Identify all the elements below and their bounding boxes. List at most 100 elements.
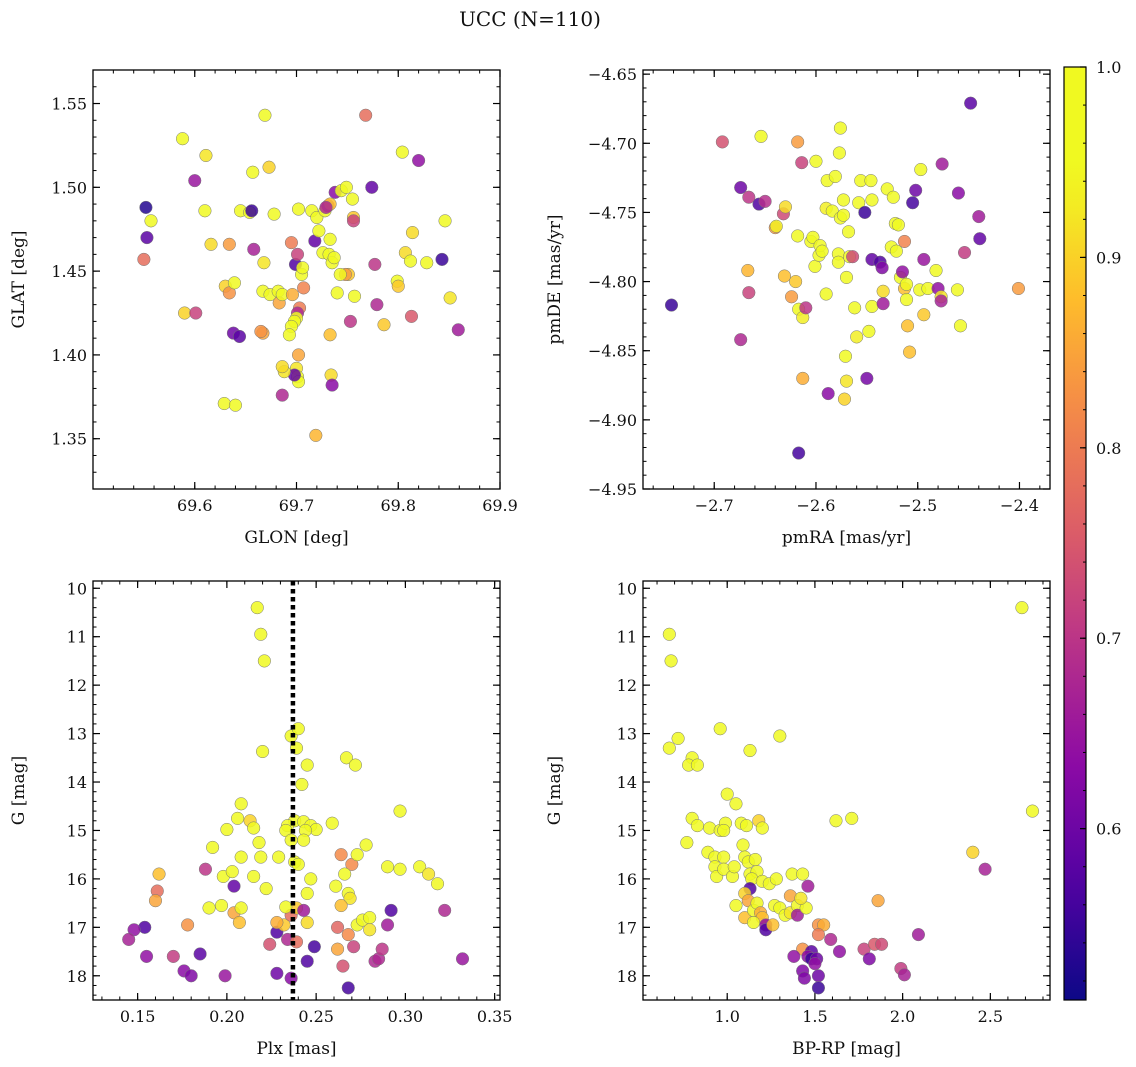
data-point <box>690 758 704 772</box>
axes-frame <box>92 69 501 490</box>
data-point <box>797 971 811 985</box>
y-tick-label: 18 <box>617 967 637 986</box>
data-point <box>850 330 864 344</box>
data-point <box>742 286 756 300</box>
data-point <box>270 966 284 980</box>
data-point <box>789 275 803 289</box>
data-point <box>257 654 271 668</box>
data-point <box>824 932 838 947</box>
y-tick-label: 1.35 <box>51 430 87 449</box>
data-point <box>680 836 694 850</box>
data-point <box>846 250 860 264</box>
colorbar-frame <box>1063 66 1087 1001</box>
data-point <box>296 261 310 275</box>
axes-frame <box>92 580 501 1001</box>
data-point <box>899 277 914 291</box>
x-tick-label: −2.5 <box>898 496 937 515</box>
axes-frame <box>642 69 1051 490</box>
data-point <box>801 879 815 893</box>
data-point <box>202 901 216 915</box>
colorbar: 0.6 0.7 0.8 0.9 1.0 <box>1063 58 1121 1001</box>
data-point <box>839 270 854 284</box>
y-tick-label: 14 <box>67 773 87 792</box>
data-point <box>809 154 823 168</box>
data-point <box>841 225 856 239</box>
data-point <box>748 852 762 867</box>
data-point <box>862 324 876 338</box>
data-point <box>285 288 299 302</box>
data-point <box>290 247 305 261</box>
x-tick-label: −2.4 <box>1000 496 1039 515</box>
data-point <box>769 872 783 886</box>
data-point <box>791 135 805 149</box>
x-tick-label: 1.0 <box>714 1007 739 1026</box>
data-point <box>438 903 452 917</box>
data-point <box>254 627 268 641</box>
data-point <box>193 947 207 961</box>
colorbar-tick-label: 0.7 <box>1096 629 1121 648</box>
data-point <box>395 145 409 159</box>
data-point <box>895 265 910 279</box>
y-tick-label: 11 <box>617 628 637 647</box>
data-point <box>755 821 769 835</box>
data-point <box>729 797 743 811</box>
data-point <box>717 823 731 838</box>
data-point <box>811 969 825 983</box>
data-point <box>435 252 449 266</box>
data-point <box>347 289 362 303</box>
y-tick-label: 16 <box>67 870 87 889</box>
data-point <box>291 202 306 216</box>
data-point <box>811 928 825 942</box>
data-point <box>279 900 293 914</box>
y-tick-label: 13 <box>617 725 637 744</box>
data-point <box>258 108 272 122</box>
scatter-points <box>664 96 1026 460</box>
data-point <box>901 319 915 333</box>
data-point <box>300 954 314 968</box>
data-point <box>333 267 347 282</box>
data-point <box>347 940 361 954</box>
y-tick-label: 16 <box>617 870 637 889</box>
data-point <box>341 928 355 942</box>
x-axis-label: BP-RP [mag] <box>792 1039 901 1059</box>
data-point <box>422 867 436 881</box>
data-point <box>304 872 318 886</box>
data-point <box>234 850 248 864</box>
data-point <box>758 194 772 208</box>
y-tick-label: −4.65 <box>588 65 637 84</box>
y-tick-label: 12 <box>67 676 87 695</box>
data-point <box>742 190 756 204</box>
data-point <box>891 218 905 232</box>
data-point <box>860 371 874 385</box>
data-point <box>743 743 757 758</box>
data-point <box>300 886 314 900</box>
data-point <box>828 169 842 184</box>
data-point <box>438 214 452 228</box>
data-point <box>832 146 846 160</box>
data-point <box>339 180 353 194</box>
data-point <box>412 153 426 168</box>
data-point <box>282 328 296 342</box>
panel-bprp-g: 1.0 1.5 2.0 2.5 10 11 12 13 14 15 16 17 18 BP-RP [mag… <box>545 579 1051 1059</box>
data-point <box>791 229 805 243</box>
y-tick-label: −4.90 <box>588 411 637 430</box>
data-point <box>720 787 734 801</box>
data-point <box>227 276 241 290</box>
y-tick-label: 18 <box>67 967 87 986</box>
data-point <box>232 915 246 930</box>
data-point <box>144 214 158 228</box>
data-point <box>350 848 364 862</box>
data-point <box>876 284 890 298</box>
y-tick-label: −4.80 <box>588 273 637 292</box>
data-point <box>375 942 389 956</box>
y-tick-label: 14 <box>617 773 637 792</box>
data-point <box>443 291 457 305</box>
data-point <box>852 196 866 210</box>
y-axis-label: pmDE [mas/yr] <box>545 214 565 344</box>
data-point <box>380 918 395 932</box>
data-point <box>815 244 829 258</box>
x-tick-label: 0.30 <box>388 1007 424 1026</box>
y-tick-label: 1.55 <box>51 95 87 114</box>
data-point <box>858 205 872 219</box>
